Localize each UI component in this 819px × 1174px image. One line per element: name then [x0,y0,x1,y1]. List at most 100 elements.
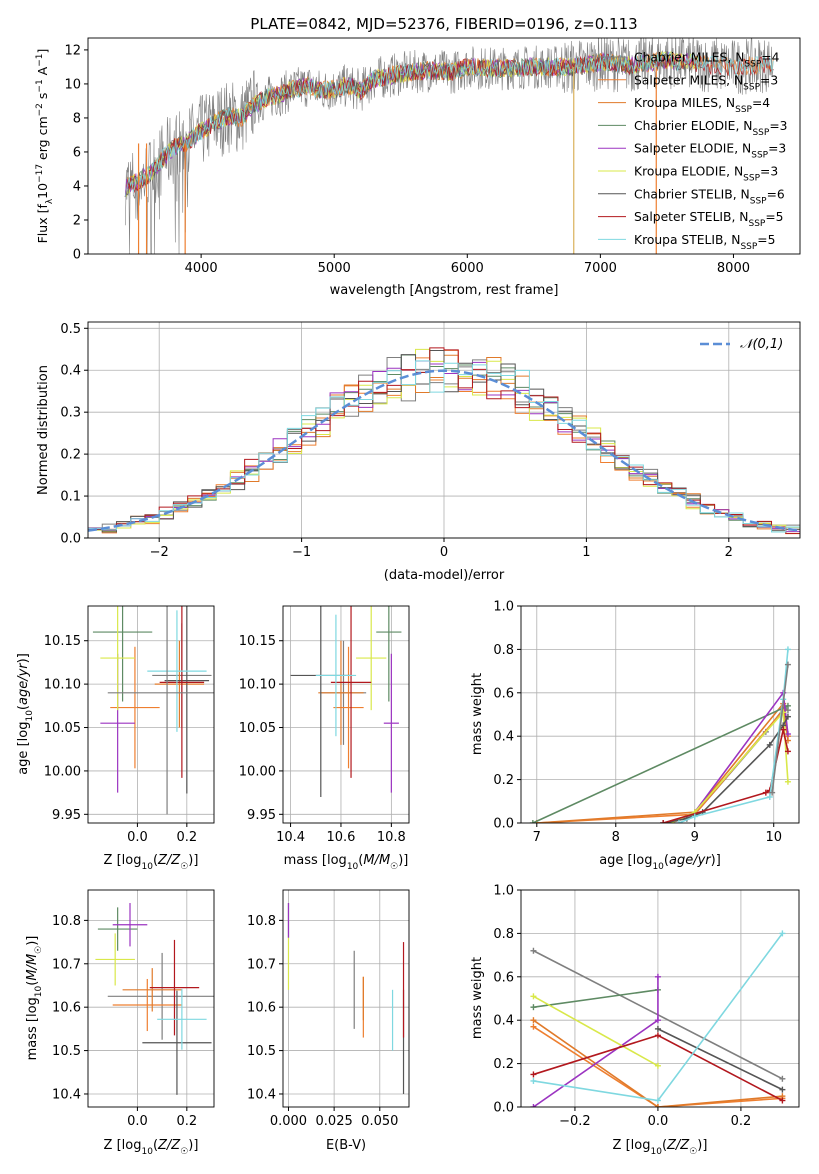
y-tick-label: 10 [64,77,81,92]
residuals-plot [88,347,800,537]
label-part: −1 [35,79,45,92]
mass-weight-line [532,1019,783,1107]
legend-label: Chabrier ELODIE, NSSP=3 [634,119,787,138]
mass-weight-line [532,705,789,823]
y-tick-label: 12 [64,43,81,58]
y-tick-label: 10.6 [52,1001,81,1016]
massweight_vs_Z-plot [530,930,786,1107]
label-part: 10 [25,710,35,722]
label-part: ( [153,1138,158,1153]
legend-label: Kroupa MILES, NSSP=4 [634,96,770,115]
label-part: =5 [765,210,783,224]
y-tick-label: 0.8 [493,927,514,942]
label-part: age/yr [16,662,31,705]
normal-reference-curve [88,369,800,532]
x-tick-label: 8 [612,830,620,845]
label-part: 10 [347,862,359,872]
label-part: =4 [761,51,779,65]
label-part: Kroupa ELODIE, N [634,165,743,179]
x-tick-label: 9 [691,830,699,845]
label-part: SSP [740,242,757,252]
label-part: SSP [744,60,761,70]
x-tick-label: 1 [582,545,590,560]
figure-title: PLATE=0842, MJD=52376, FIBERID=0196, z=0… [250,15,637,33]
label-part: Z [log [104,1138,142,1153]
x-axis-label: age [log10(age/yr)] [599,853,721,872]
mass_vs_ebv-frame: 0.000 0.025 0.050 10.4 10.5 10.6 10.7 10.8 E(B-V… [247,889,410,1153]
mass-weight-line [533,989,659,1008]
mass-weight-line [536,708,789,823]
age_vs_Z-plot [92,606,214,815]
legend-label: Salpeter STELIB, NSSP=5 [634,210,784,229]
label-part: −1 [35,54,45,67]
label-part: Salpeter STELIB, N [634,210,749,224]
label-part: ☉ [180,1147,188,1157]
label-part: age [log [599,853,652,868]
label-part: )] [398,853,408,868]
y-tick-label: 10.5 [52,1044,81,1059]
x-tick-label: 0.2 [731,1114,752,1129]
x-tick-label: 10.8 [377,830,406,845]
axes-frame [282,889,410,1108]
y-tick-label: 0.0 [493,817,514,832]
label-part: age/yr [669,853,712,868]
y-tick-label: 0.6 [493,970,514,985]
label-part: ( [358,853,363,868]
x-tick-label: 0.2 [176,830,197,845]
axes-frame [87,37,801,255]
age_vs_mass-axes: 10.4 10.6 10.8 9.95 10.00 10.05 10.10 10.15 mass… [239,605,410,872]
label-part: SSP [743,174,760,184]
label-part: =3 [760,165,778,179]
x-tick-label: 0.000 [270,1114,307,1129]
label-part: Salpeter ELODIE, N [634,142,751,156]
label-part: ( [16,705,31,710]
y-tick-label: 9.95 [247,808,276,823]
x-tick-label: 6000 [451,261,484,276]
label-part: SSP [750,196,767,206]
x-axis-label: Z [log10(Z/Z☉)] [104,853,199,872]
y-tick-label: 10.00 [44,764,81,779]
massweight_vs_Z-axes: −0.2 0.0 0.2 0.0 0.2 0.4 0.6 0.8 1.0 Z [log10(Z/Z… [470,884,800,1157]
label-part: SSP [743,82,760,92]
x-tick-label: −0.2 [559,1114,591,1129]
massweight_vs_age-plot [529,646,791,823]
label-part: A [35,66,50,79]
label-part: −2 [35,103,45,116]
label-part: 10 [34,985,44,997]
massweight_vs_Z-frame: −0.2 0.0 0.2 0.0 0.2 0.4 0.6 0.8 1.0 Z [log10(Z/Z… [470,884,800,1157]
y-axis-label: Normed distribution [36,365,51,495]
x-tick-label: 0 [440,545,448,560]
mass-weight-line [663,716,789,823]
residuals-axes: −2 −1 0 1 2 0.0 0.1 0.2 0.3 0.4 0.5 𝒩(0,1) (data-mod… [36,321,801,583]
x-tick-label: −1 [292,545,311,560]
model-spectrum-line [124,53,774,198]
legend-label: Chabrier MILES, NSSP=4 [634,51,780,70]
label-part: Z/Z [157,1138,181,1153]
y-tick-label: 10.00 [239,764,276,779]
label-part: s [35,93,50,104]
x-tick-label: 0.0 [127,830,148,845]
legend-label: Salpeter ELODIE, NSSP=3 [634,142,786,161]
axes-frame [87,889,215,1108]
y-tick-label: 0.0 [60,532,81,547]
label-part: Salpeter MILES, N [634,73,743,87]
y-tick-label: 10.8 [52,914,81,929]
x-tick-label: −2 [150,545,169,560]
label-part: Z/Z [666,1138,690,1153]
x-tick-label: 5000 [318,261,351,276]
label-part: Z [log [104,853,142,868]
y-tick-label: 2 [73,213,81,228]
label-part: SSP [735,105,752,115]
y-tick-label: 10.7 [52,957,81,972]
mass-weight-line [657,1028,783,1091]
x-axis-label: wavelength [Angstrom, rest frame] [330,283,559,298]
label-part: ( [662,1138,667,1153]
age_vs_mass-plot [290,606,402,797]
x-axis-label: mass [log10(M/M☉)] [284,853,409,872]
label-part: =3 [769,119,787,133]
axes-frame [520,889,800,1108]
label-part: ☉ [34,946,44,954]
label-part: =6 [767,187,785,201]
